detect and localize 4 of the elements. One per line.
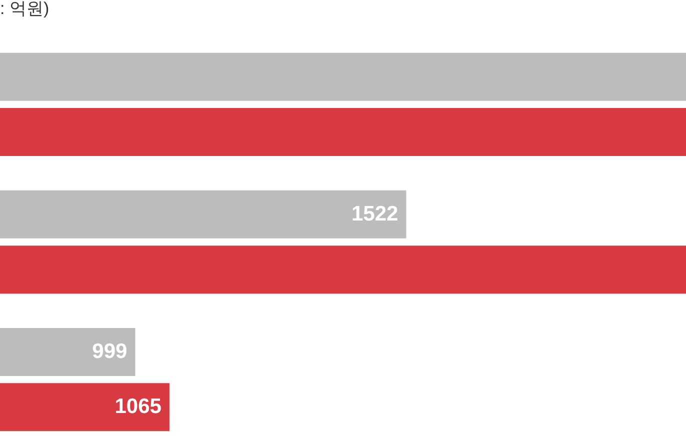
data-label: 1522 xyxy=(351,202,398,226)
data-label: 1065 xyxy=(114,395,162,418)
chart-title: : 억원) xyxy=(0,0,50,18)
data-label: 999 xyxy=(92,340,128,363)
